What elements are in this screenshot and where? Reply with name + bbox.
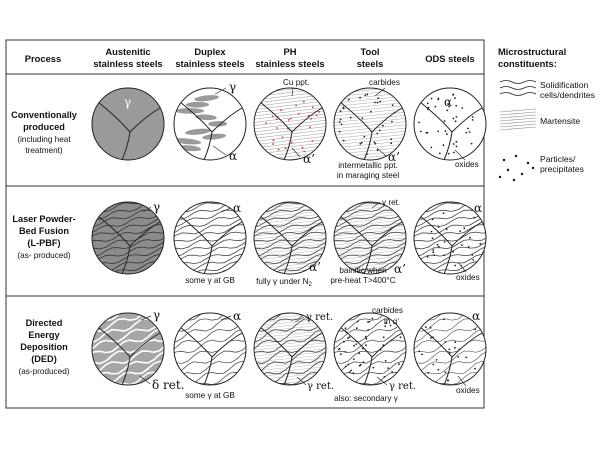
label-duplex-lpbf-alpha: α: [233, 201, 241, 215]
legend-solidification-2: cells/dendrites: [540, 90, 595, 100]
row-titles: Conventionally produced (including heat …: [11, 110, 78, 376]
row-lpbf-title-2: Bed Fusion: [19, 226, 69, 236]
micrograph-austenitic-conv: [91, 87, 165, 161]
legend-particles-2: precipitates: [540, 164, 584, 174]
label-ods-lpbf-alpha: α: [474, 201, 482, 215]
label-austenitic-ded-gamma: γ: [153, 308, 160, 322]
legend-swatch-particles: [498, 154, 535, 182]
label-ods-ded-oxides: oxides: [456, 386, 480, 395]
label-duplex-ded-alpha: α: [233, 309, 241, 323]
label-tool-conv-carbides: carbides: [369, 78, 400, 87]
label-duplex-lpbf-gb: some γ at GB: [185, 276, 235, 285]
label-tool-ded-secondary: also: secondary γ: [334, 394, 399, 403]
header-duplex-line2: stainless steels: [175, 58, 244, 69]
header-process: Process: [25, 53, 61, 64]
column-headers: Process Austenitic stainless steels Dupl…: [25, 46, 475, 69]
legend-particles-1: Particles/: [540, 154, 576, 164]
label-ods-conv-alpha: α: [444, 95, 452, 109]
micrograph-circles: [91, 87, 487, 386]
row-conventional-title-1: Conventionally: [11, 110, 78, 120]
label-ph-lpbf-alphap: α’: [309, 260, 321, 274]
legend-solidification-1: Solidification: [540, 80, 588, 90]
legend-swatch-martensite: [499, 108, 537, 131]
row-lpbf-title-1: Laser Powder-: [12, 214, 75, 224]
micrograph-ods-conv: [413, 87, 487, 161]
label-ods-conv-oxides: oxides: [455, 160, 479, 169]
row-ded-title-4: (DED): [31, 354, 57, 364]
label-tool-lpbf-alphap: α’: [394, 262, 406, 276]
label-ods-lpbf-oxides: oxides: [456, 273, 480, 282]
row-ded-title-2: Energy: [28, 330, 60, 340]
label-duplex-ded-gb: some γ at GB: [185, 391, 235, 400]
label-tool-conv-intermetallic-2: in maraging steel: [337, 171, 400, 180]
label-tool-ded-gammaret: γ ret.: [389, 381, 416, 392]
label-ph-lpbf-fully: fully γ under N2: [256, 277, 312, 288]
circle-labels: γ γ α Cu ppt. α’ carbides α’ intermetall…: [124, 78, 482, 403]
header-ods: ODS steels: [425, 53, 475, 64]
header-tool-line1: Tool: [360, 46, 379, 57]
label-austenitic-lpbf-gamma: γ: [153, 200, 160, 214]
row-ded-sub: (as-produced): [19, 367, 70, 376]
micrograph-ph-lpbf: [253, 201, 327, 275]
label-tool-lpbf-bainitic-2: pre-heat T>400°C: [330, 276, 395, 285]
legend-swatch-solidification: [499, 80, 537, 96]
table-frame: [5, 39, 485, 409]
row-conventional-title-2: produced: [23, 122, 65, 132]
header-ph-line2: stainless steels: [255, 58, 324, 69]
row-ded-title-1: Directed: [26, 318, 63, 328]
label-duplex-conv-alpha: α: [229, 149, 237, 163]
leader-lines: [139, 87, 467, 387]
row-conventional-sub-2: treatment): [25, 146, 63, 155]
micrograph-ph-conv: [253, 87, 327, 161]
row-ded-title-3: Deposition: [20, 342, 68, 352]
label-ods-ded-alpha: α: [472, 309, 480, 323]
row-conventional-sub-1: (including heat: [17, 135, 71, 144]
label-austenitic-conv-gamma: γ: [124, 95, 131, 109]
label-duplex-conv-gamma: γ: [229, 80, 236, 94]
header-austenitic-line2: stainless steels: [93, 58, 162, 69]
label-ph-conv-alphap: α’: [303, 152, 315, 166]
micrograph-austenitic-lpbf: [91, 201, 165, 275]
label-ph-ded-gammaret-bottom: γ ret.: [307, 381, 334, 392]
micrograph-ods-lpbf: [413, 201, 487, 275]
legend-title-1: Microstructural: [498, 46, 566, 57]
micrograph-austenitic-ded: [91, 312, 165, 386]
label-tool-conv-intermetallic-1: intermetallic ppt.: [338, 161, 398, 170]
row-lpbf-title-3: (L-PBF): [27, 238, 60, 248]
header-tool-line2: steels: [357, 58, 384, 69]
legend-martensite: Martensite: [540, 116, 580, 126]
header-duplex-line1: Duplex: [194, 46, 226, 57]
header-austenitic-line1: Austenitic: [105, 46, 150, 57]
label-tool-lpbf-gammaret: γ ret.: [382, 198, 400, 207]
label-tool-conv-alphap: α’: [388, 150, 400, 164]
label-austenitic-ded-delta: δ ret.: [152, 378, 185, 392]
label-tool-lpbf-bainitic-1: bainitic when: [339, 266, 387, 275]
label-ph-conv-cu: Cu ppt.: [283, 78, 309, 87]
label-tool-ded-carbides-1: carbides: [372, 306, 403, 315]
micrograph-duplex-conv: [173, 87, 247, 161]
legend-title-2: constituents:: [498, 58, 557, 69]
label-ph-ded-gammaret-top: γ ret.: [306, 312, 333, 323]
row-lpbf-sub: (as- produced): [17, 251, 71, 260]
header-ph-line1: PH: [283, 46, 296, 57]
legend: Microstructural constituents: Solidifica…: [498, 46, 595, 182]
label-tool-ded-carbides-2: in α’: [384, 317, 399, 326]
